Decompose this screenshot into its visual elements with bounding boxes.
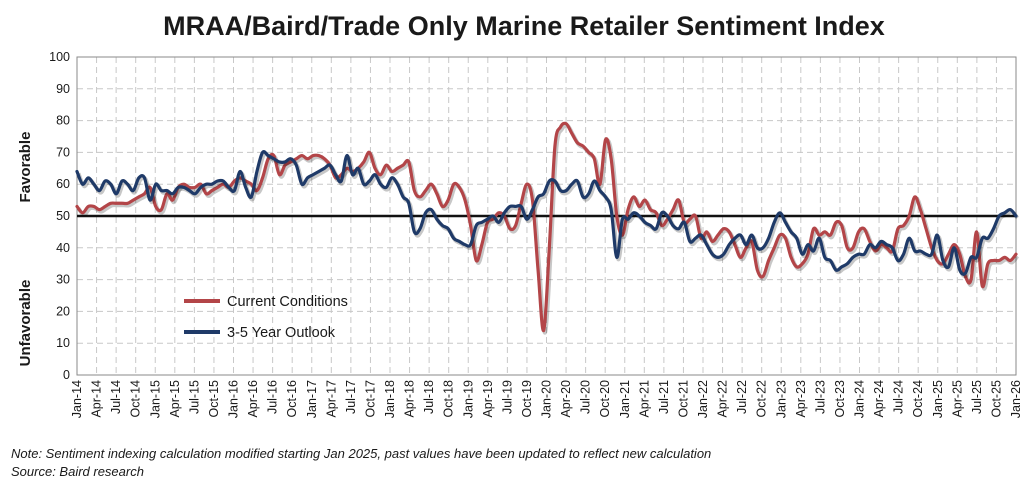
x-tick-label: Jul-19 [500,380,514,414]
y-tick-label: 20 [56,304,70,318]
y-tick-label: 10 [56,336,70,350]
x-tick-label: Oct-19 [520,380,534,418]
x-tick-label: Oct-23 [833,380,847,418]
series-shadow [76,151,1020,279]
x-tick-label: Jan-15 [148,380,162,418]
y-tick-label: 100 [49,50,70,64]
x-tick-label: Oct-14 [129,380,143,418]
x-tick-label: Jul-25 [970,380,984,414]
x-tick-label: Jul-23 [813,380,827,414]
x-tick-label: Oct-16 [285,380,299,418]
series-layer [75,121,1020,335]
y-tick-label: 70 [56,145,70,159]
x-tick-label: Jul-15 [187,380,201,414]
y-tick-label: 40 [56,241,70,255]
x-tick-label: Apr-22 [716,380,730,418]
x-tick-label: Jul-18 [422,380,436,414]
y-axis-ticks: 0 10 20 30 40 50 60 70 80 90 100 [49,50,70,382]
sentiment-chart: MRAA/Baird/Trade Only Marine Retailer Se… [17,11,1023,418]
x-tick-label: Oct-21 [676,380,690,418]
x-tick-label: Jan-24 [853,380,867,418]
y-tick-label: 80 [56,114,70,128]
x-tick-label: Apr-24 [872,380,886,418]
x-tick-label: Apr-14 [90,380,104,418]
x-tick-label: Jan-23 [774,380,788,418]
x-tick-label: Oct-18 [442,380,456,418]
x-tick-label: Jul-17 [344,380,358,414]
grid-lines [77,57,1016,375]
x-tick-label: Jul-14 [109,380,123,414]
x-tick-label: Jan-26 [1009,380,1023,418]
x-tick-label: Apr-15 [168,380,182,418]
x-tick-label: Apr-21 [637,380,651,418]
x-tick-label: Apr-18 [403,380,417,418]
x-tick-label: Apr-16 [246,380,260,418]
x-tick-label: Jul-20 [579,380,593,414]
x-tick-label: Jul-24 [892,380,906,414]
x-tick-label: Apr-19 [481,380,495,418]
favorable-label: Favorable [17,132,34,203]
x-tick-label: Oct-22 [755,380,769,418]
y-tick-label: 30 [56,273,70,287]
x-tick-label: Jan-22 [696,380,710,418]
x-tick-label: Oct-15 [207,380,221,418]
x-tick-label: Jan-18 [383,380,397,418]
legend: Current Conditions 3-5 Year Outlook [184,294,348,341]
x-tick-label: Apr-25 [950,380,964,418]
x-tick-label: Jan-14 [70,380,84,418]
x-tick-label: Jan-21 [618,380,632,418]
legend-label-current-conditions: Current Conditions [227,294,348,310]
y-tick-label: 0 [63,368,70,382]
x-tick-label: Jan-19 [461,380,475,418]
y-tick-label: 50 [56,209,70,223]
x-tick-label: Jul-16 [266,380,280,414]
x-tick-label: Oct-20 [598,380,612,418]
x-tick-label: Oct-25 [989,380,1003,418]
y-tick-label: 60 [56,177,70,191]
unfavorable-label: Unfavorable [17,280,34,367]
series-line-outlook [75,150,1018,276]
x-axis-ticks: Jan-14 Apr-14 Jul-14 Oct-14 Jan-15 Apr-15 Jul-… [70,380,1023,418]
x-tick-label: Jul-21 [657,380,671,414]
y-tick-label: 90 [56,82,70,96]
x-tick-label: Jan-16 [227,380,241,418]
legend-label-outlook: 3-5 Year Outlook [227,325,336,341]
footnote: Note: Sentiment indexing calculation mod… [11,446,712,461]
x-tick-label: Oct-17 [363,380,377,418]
x-tick-label: Jul-22 [735,380,749,414]
x-tick-label: Apr-23 [794,380,808,418]
x-tick-label: Jan-17 [305,380,319,418]
chart-title: MRAA/Baird/Trade Only Marine Retailer Se… [163,11,885,41]
x-tick-label: Oct-24 [911,380,925,418]
x-tick-label: Apr-17 [324,380,338,418]
x-tick-label: Jan-20 [540,380,554,418]
x-tick-label: Jan-25 [931,380,945,418]
x-tick-label: Apr-20 [559,380,573,418]
source-note: Source: Baird research [11,464,144,479]
series-line-current-conditions [75,121,1018,333]
